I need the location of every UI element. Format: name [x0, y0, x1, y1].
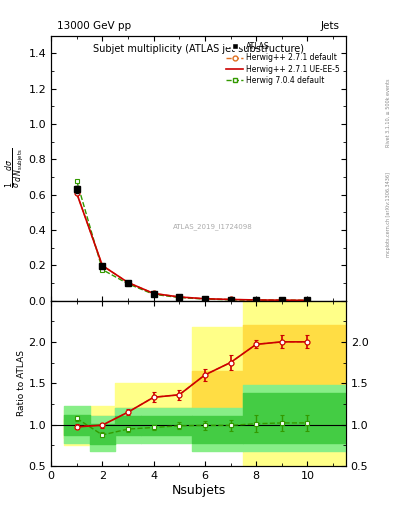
Text: Rivet 3.1.10, ≥ 500k events: Rivet 3.1.10, ≥ 500k events — [386, 78, 391, 147]
Text: 13000 GeV pp: 13000 GeV pp — [57, 20, 131, 31]
Text: Subjet multiplicity (ATLAS jet substructure): Subjet multiplicity (ATLAS jet substruct… — [93, 44, 304, 54]
Y-axis label: $\frac{1}{\sigma}\frac{d\sigma}{d\,N_{\rm subjets}}$: $\frac{1}{\sigma}\frac{d\sigma}{d\,N_{\r… — [3, 148, 27, 188]
Text: mcplots.cern.ch [arXiv:1306.3436]: mcplots.cern.ch [arXiv:1306.3436] — [386, 173, 391, 258]
Text: Jets: Jets — [321, 20, 340, 31]
Y-axis label: Ratio to ATLAS: Ratio to ATLAS — [17, 350, 26, 416]
X-axis label: Nsubjets: Nsubjets — [171, 483, 226, 497]
Text: ATLAS_2019_I1724098: ATLAS_2019_I1724098 — [173, 223, 253, 230]
Legend: ATLAS, Herwig++ 2.7.1 default, Herwig++ 2.7.1 UE-EE-5, Herwig 7.0.4 default: ATLAS, Herwig++ 2.7.1 default, Herwig++ … — [224, 39, 342, 87]
